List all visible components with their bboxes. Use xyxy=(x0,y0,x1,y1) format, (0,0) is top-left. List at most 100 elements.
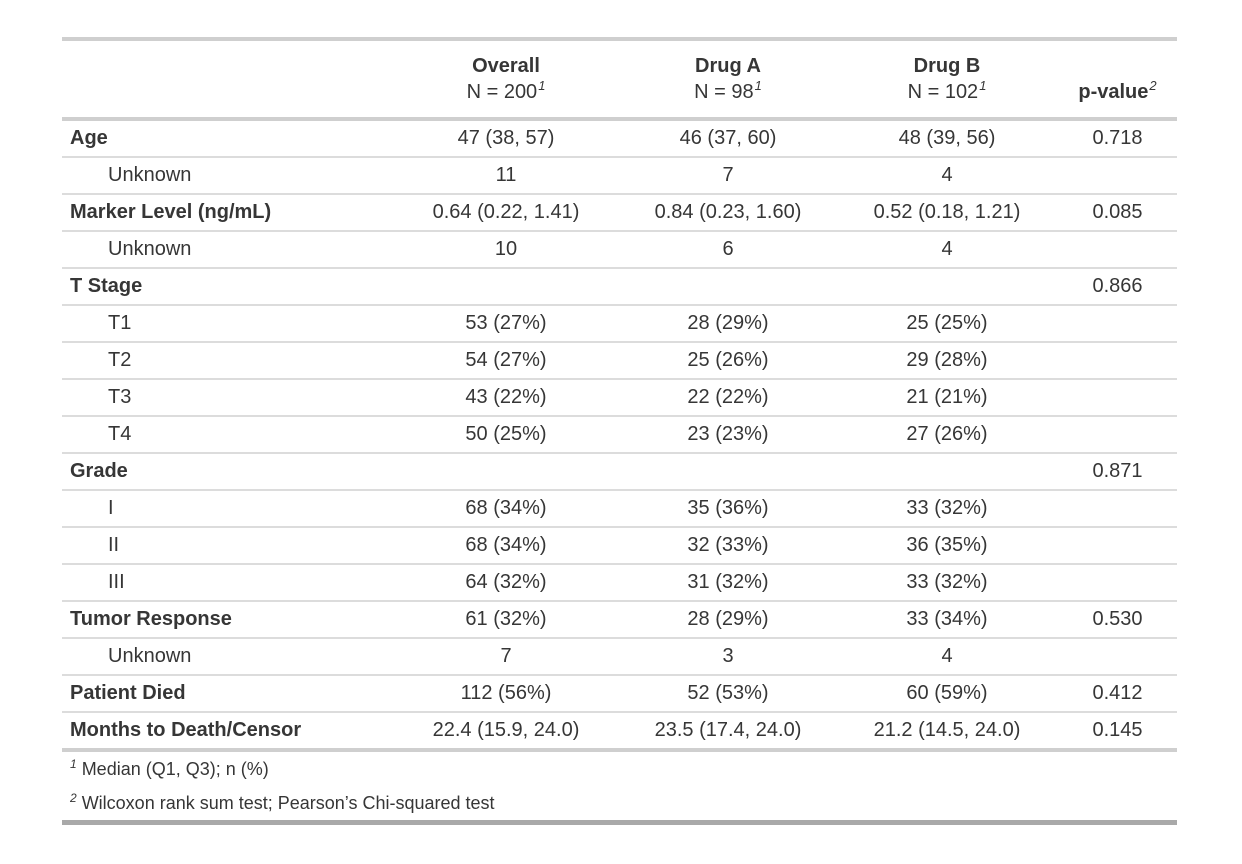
table-row: T2 54 (27%) 25 (26%) 29 (28%) xyxy=(62,342,1177,380)
row-label: II xyxy=(62,527,392,565)
table-row: T4 50 (25%) 23 (23%) 27 (26%) xyxy=(62,416,1177,454)
table-row: Marker Level (ng/mL) 0.64 (0.22, 1.41) 0.8… xyxy=(62,194,1177,232)
row-label: T4 xyxy=(62,416,392,454)
cell-drug-a: 23.5 (17.4, 24.0) xyxy=(620,712,836,752)
table-row: II 68 (34%) 32 (33%) 36 (35%) xyxy=(62,527,1177,565)
summary-table-container: Overall N = 2001 Drug A N = 981 Drug B N… xyxy=(62,37,1177,825)
footnote-1-mark: 1 xyxy=(70,757,77,771)
cell-drug-b: 33 (32%) xyxy=(836,490,1058,528)
table-row: T1 53 (27%) 28 (29%) 25 (25%) xyxy=(62,305,1177,343)
table-row: T3 43 (22%) 22 (22%) 21 (21%) xyxy=(62,379,1177,417)
cell-drug-b xyxy=(836,453,1058,491)
cell-drug-a: 22 (22%) xyxy=(620,379,836,417)
header-pvalue-column: p-value2 xyxy=(1058,37,1177,121)
header-overall-label: Overall xyxy=(472,55,540,77)
row-label: Unknown xyxy=(62,638,392,676)
row-label: Marker Level (ng/mL) xyxy=(62,194,392,232)
row-label: Unknown xyxy=(62,231,392,269)
cell-pvalue: 0.085 xyxy=(1058,194,1177,232)
row-label: Tumor Response xyxy=(62,601,392,639)
cell-pvalue xyxy=(1058,638,1177,676)
cell-overall xyxy=(392,268,620,306)
cell-pvalue: 0.412 xyxy=(1058,675,1177,713)
cell-pvalue xyxy=(1058,564,1177,602)
row-label: Unknown xyxy=(62,157,392,195)
cell-overall: 47 (38, 57) xyxy=(392,119,620,158)
cell-drug-a: 35 (36%) xyxy=(620,490,836,528)
cell-drug-a: 28 (29%) xyxy=(620,305,836,343)
cell-pvalue: 0.530 xyxy=(1058,601,1177,639)
cell-drug-b: 4 xyxy=(836,157,1058,195)
table-row: Patient Died 112 (56%) 52 (53%) 60 (59%) 0.4… xyxy=(62,675,1177,713)
cell-pvalue xyxy=(1058,157,1177,195)
header-pvalue-label: p-value2 xyxy=(1063,79,1172,105)
footnote-1-text: Median (Q1, Q3); n (%) xyxy=(81,759,269,779)
row-label: Patient Died xyxy=(62,675,392,713)
cell-overall: 68 (34%) xyxy=(392,527,620,565)
cell-drug-b: 25 (25%) xyxy=(836,305,1058,343)
cell-drug-b: 29 (28%) xyxy=(836,342,1058,380)
footnote-2: 2 Wilcoxon rank sum test; Pearson’s Chi-s… xyxy=(62,786,1177,825)
table-row: I 68 (34%) 35 (36%) 33 (32%) xyxy=(62,490,1177,528)
cell-drug-b: 60 (59%) xyxy=(836,675,1058,713)
header-drug-b-n-text: N = 102 xyxy=(907,81,979,103)
header-drug-a-n: N = 981 xyxy=(625,79,831,105)
cell-drug-a: 46 (37, 60) xyxy=(620,119,836,158)
cell-drug-a: 3 xyxy=(620,638,836,676)
header-drug-a-column: Drug A N = 981 xyxy=(620,37,836,121)
cell-overall: 22.4 (15.9, 24.0) xyxy=(392,712,620,752)
cell-overall: 64 (32%) xyxy=(392,564,620,602)
header-overall-n-text: N = 200 xyxy=(466,81,538,103)
cell-pvalue: 0.145 xyxy=(1058,712,1177,752)
cell-drug-b: 27 (26%) xyxy=(836,416,1058,454)
cell-drug-b: 48 (39, 56) xyxy=(836,119,1058,158)
table-body: Age 47 (38, 57) 46 (37, 60) 48 (39, 56) 0.71… xyxy=(62,119,1177,752)
cell-drug-a: 23 (23%) xyxy=(620,416,836,454)
footnote-row: 2 Wilcoxon rank sum test; Pearson’s Chi-s… xyxy=(62,786,1177,825)
cell-drug-a: 31 (32%) xyxy=(620,564,836,602)
cell-overall: 10 xyxy=(392,231,620,269)
cell-drug-a: 6 xyxy=(620,231,836,269)
row-label: T Stage xyxy=(62,268,392,306)
cell-drug-b: 33 (34%) xyxy=(836,601,1058,639)
cell-drug-b xyxy=(836,268,1058,306)
cell-drug-a xyxy=(620,453,836,491)
header-drug-b-n: N = 1021 xyxy=(841,79,1053,105)
cell-drug-a xyxy=(620,268,836,306)
footnote-2-text: Wilcoxon rank sum test; Pearson’s Chi-sq… xyxy=(81,793,495,813)
row-label: T3 xyxy=(62,379,392,417)
table-footnotes: 1 Median (Q1, Q3); n (%) 2 Wilcoxon rank s… xyxy=(62,750,1177,825)
header-drug-a-label: Drug A xyxy=(695,55,761,77)
cell-drug-b: 21 (21%) xyxy=(836,379,1058,417)
footnote-2-mark: 2 xyxy=(70,791,77,805)
table-row: Grade 0.871 xyxy=(62,453,1177,491)
cell-pvalue xyxy=(1058,305,1177,343)
header-drug-b-column: Drug B N = 1021 xyxy=(836,37,1058,121)
cell-overall: 53 (27%) xyxy=(392,305,620,343)
footnote-mark-1: 1 xyxy=(979,78,987,94)
cell-drug-a: 0.84 (0.23, 1.60) xyxy=(620,194,836,232)
cell-overall: 11 xyxy=(392,157,620,195)
cell-pvalue: 0.871 xyxy=(1058,453,1177,491)
cell-pvalue xyxy=(1058,490,1177,528)
row-label: Grade xyxy=(62,453,392,491)
cell-drug-a: 7 xyxy=(620,157,836,195)
table-row: Unknown 7 3 4 xyxy=(62,638,1177,676)
cell-overall: 54 (27%) xyxy=(392,342,620,380)
header-drug-b-label: Drug B xyxy=(913,55,981,77)
row-label: T1 xyxy=(62,305,392,343)
cell-overall: 43 (22%) xyxy=(392,379,620,417)
footnote-mark-2: 2 xyxy=(1149,78,1157,94)
summary-table: Overall N = 2001 Drug A N = 981 Drug B N… xyxy=(62,37,1177,825)
footnote-mark-1: 1 xyxy=(754,78,762,94)
cell-overall: 68 (34%) xyxy=(392,490,620,528)
header-overall-n: N = 2001 xyxy=(397,79,615,105)
footnote-1: 1 Median (Q1, Q3); n (%) xyxy=(62,750,1177,786)
cell-drug-a: 32 (33%) xyxy=(620,527,836,565)
cell-drug-a: 52 (53%) xyxy=(620,675,836,713)
cell-overall xyxy=(392,453,620,491)
header-pvalue-text: p-value xyxy=(1078,81,1149,103)
table-row: Age 47 (38, 57) 46 (37, 60) 48 (39, 56) 0.71… xyxy=(62,119,1177,158)
row-label: T2 xyxy=(62,342,392,380)
row-label: Months to Death/Censor xyxy=(62,712,392,752)
